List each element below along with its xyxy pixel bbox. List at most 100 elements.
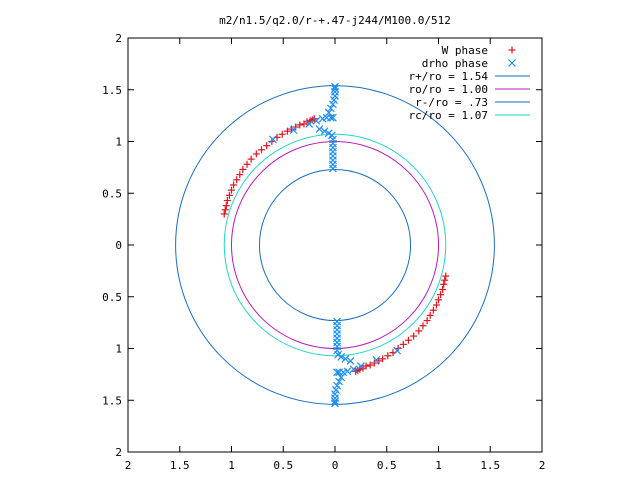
x-tick-label: 2	[125, 459, 132, 472]
x-tick-label: 0.5	[377, 459, 397, 472]
w-phase-point	[222, 202, 230, 210]
w-phase-point	[220, 210, 228, 218]
w-phase-point	[296, 121, 304, 129]
legend-label: r+/ro = 1.54	[409, 70, 489, 83]
drho-phase-point	[346, 356, 355, 365]
circle-3	[223, 133, 447, 357]
drho-phase-point	[315, 125, 324, 134]
w-phase-point	[429, 306, 437, 314]
w-phase-point	[415, 327, 423, 335]
w-phase-point	[426, 311, 434, 319]
w-phase-point	[252, 150, 260, 158]
circle-1	[231, 141, 439, 349]
y-tick-label: 0.5	[102, 291, 122, 304]
drho-phase-point	[333, 368, 341, 377]
circle-curves	[175, 85, 495, 405]
legend-label: r-/ro = .73	[415, 96, 488, 109]
w-phase-point	[258, 146, 266, 154]
drho-phase-point	[326, 104, 335, 113]
drho-phase-point	[326, 113, 335, 122]
drho-phase-point	[372, 355, 381, 364]
y-tick-label: 1.5	[102, 394, 122, 407]
w-phase-point	[292, 123, 300, 131]
x-tick-label: 1	[228, 459, 235, 472]
w-phase-point	[384, 352, 392, 360]
legend-label: drho phase	[422, 57, 488, 70]
w-phase-point	[439, 286, 447, 294]
drho-phase-point	[331, 399, 339, 408]
legend-label: W phase	[442, 44, 488, 57]
y-tick-label: 1	[115, 343, 122, 356]
w-phase-point	[230, 181, 238, 189]
w-phase-point	[247, 155, 255, 163]
w-phase-point	[228, 186, 235, 194]
y-tick-label: 1	[115, 136, 122, 149]
drho-phase-point	[331, 397, 339, 406]
w-phase-point	[223, 196, 231, 204]
y-tick-label: 2	[115, 446, 122, 459]
w-phase-point	[236, 171, 244, 179]
w-phase-point	[283, 127, 291, 135]
drho-phase-point	[337, 373, 346, 382]
w-phase-point	[423, 317, 431, 325]
w-phase-point	[440, 280, 448, 288]
legend-swatch-w-phase	[508, 46, 516, 54]
w-phase-point	[370, 359, 378, 367]
circle-0	[175, 85, 495, 405]
w-phase-point	[278, 130, 286, 138]
drho-phase-point	[393, 346, 402, 355]
legend-label: ro/ro = 1.00	[409, 83, 488, 96]
w-phase-point	[379, 355, 387, 363]
legend-swatch-drho-phase	[508, 59, 516, 67]
drho-phase-point	[329, 164, 337, 173]
w-phase-point	[435, 296, 442, 304]
circle-2	[258, 168, 412, 322]
legend-label: rc/ro = 1.07	[409, 109, 488, 122]
data-points	[220, 82, 450, 408]
w-phase-point	[239, 165, 247, 173]
y-tick-label: 2	[115, 32, 122, 45]
drho-phase-point	[331, 84, 339, 93]
x-tick-label: 1.5	[170, 459, 190, 472]
w-phase-point	[221, 206, 229, 214]
drho-phase-point	[335, 377, 344, 386]
drho-phase-point	[329, 113, 337, 122]
axis-ticks: 2 1.5 1 0.5 0 0.5 1 1.5 221.510.500.511.52	[102, 32, 545, 472]
drho-phase-point	[356, 362, 365, 371]
x-tick-label: 1	[435, 459, 442, 472]
chart-title: m2/n1.5/q2.0/r-+.47-j244/M100.0/512	[219, 14, 451, 27]
drho-phase-point	[331, 82, 339, 91]
drho-phase-point	[324, 108, 333, 117]
w-phase-point	[441, 276, 449, 284]
drho-phase-point	[335, 368, 344, 377]
drho-phase-point	[268, 135, 277, 144]
drho-phase-point	[312, 116, 321, 125]
y-tick-label: 0	[115, 239, 122, 252]
w-phase-point	[399, 340, 407, 348]
x-tick-label: 1.5	[480, 459, 500, 472]
w-phase-point	[225, 191, 233, 199]
w-phase-point	[366, 361, 374, 369]
w-phase-point	[243, 160, 251, 168]
y-tick-label: 0.5	[102, 187, 122, 200]
w-phase-point	[404, 336, 412, 344]
w-phase-point	[410, 332, 418, 340]
x-tick-label: 2	[539, 459, 546, 472]
drho-phase-point	[320, 127, 329, 136]
w-phase-point	[437, 291, 445, 299]
w-phase-point	[432, 301, 440, 309]
y-tick-label: 1.5	[102, 84, 122, 97]
drho-phase-point	[349, 365, 358, 374]
x-tick-label: 0	[332, 459, 339, 472]
w-phase-point	[442, 272, 450, 280]
w-phase-point	[263, 142, 271, 150]
drho-phase-point	[333, 317, 341, 326]
drho-phase-point	[289, 126, 298, 135]
drho-phase-point	[341, 354, 350, 363]
drho-phase-point	[305, 119, 314, 128]
w-phase-point	[233, 176, 241, 184]
w-phase-point	[419, 322, 427, 330]
x-tick-label: 0.5	[273, 459, 293, 472]
